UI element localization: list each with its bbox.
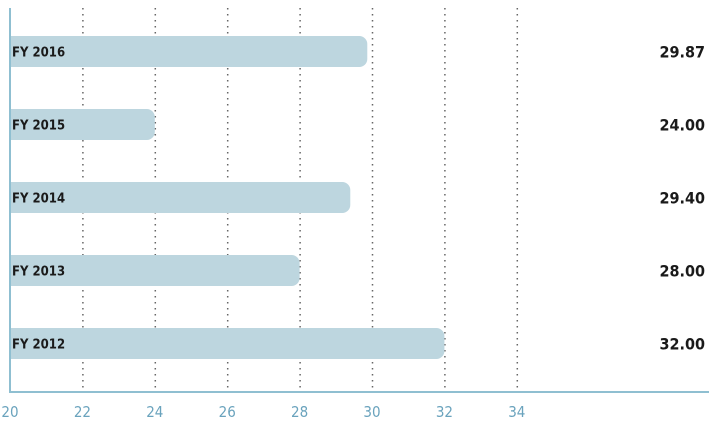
bar xyxy=(10,109,155,140)
bar xyxy=(10,328,445,359)
bar-left-edge xyxy=(10,36,20,67)
x-tick-label: 26 xyxy=(219,403,236,421)
axes xyxy=(9,8,709,393)
category-label: FY 2012 xyxy=(12,338,65,353)
category-label: FY 2014 xyxy=(12,192,65,207)
x-tick-label: 34 xyxy=(508,403,525,421)
labels: FY 2016 29.87 FY 2015 24.00 FY 2014 29.40 FY 2… xyxy=(1,43,705,422)
bar-left-edge xyxy=(10,109,20,140)
bar-left-edge xyxy=(10,255,20,286)
value-label: 29.40 xyxy=(659,189,705,208)
category-label: FY 2013 xyxy=(12,265,65,280)
x-tick-label: 28 xyxy=(291,403,308,421)
value-label: 24.00 xyxy=(659,116,705,135)
bar xyxy=(10,182,351,213)
x-tick-label: 22 xyxy=(74,403,91,421)
value-label: 32.00 xyxy=(659,335,705,354)
bar-left-edge xyxy=(10,328,20,359)
bar xyxy=(10,36,368,67)
bar xyxy=(10,255,300,286)
x-tick-label: 32 xyxy=(436,403,453,421)
x-tick-label: 30 xyxy=(363,403,380,421)
bar-left-edge xyxy=(10,182,20,213)
value-label: 28.00 xyxy=(659,262,705,281)
value-label: 29.87 xyxy=(659,43,705,62)
category-label: FY 2016 xyxy=(12,46,65,61)
x-tick-label: 24 xyxy=(146,403,163,421)
bars xyxy=(10,36,445,359)
x-tick-label: 20 xyxy=(1,403,18,421)
category-label: FY 2015 xyxy=(12,119,65,134)
